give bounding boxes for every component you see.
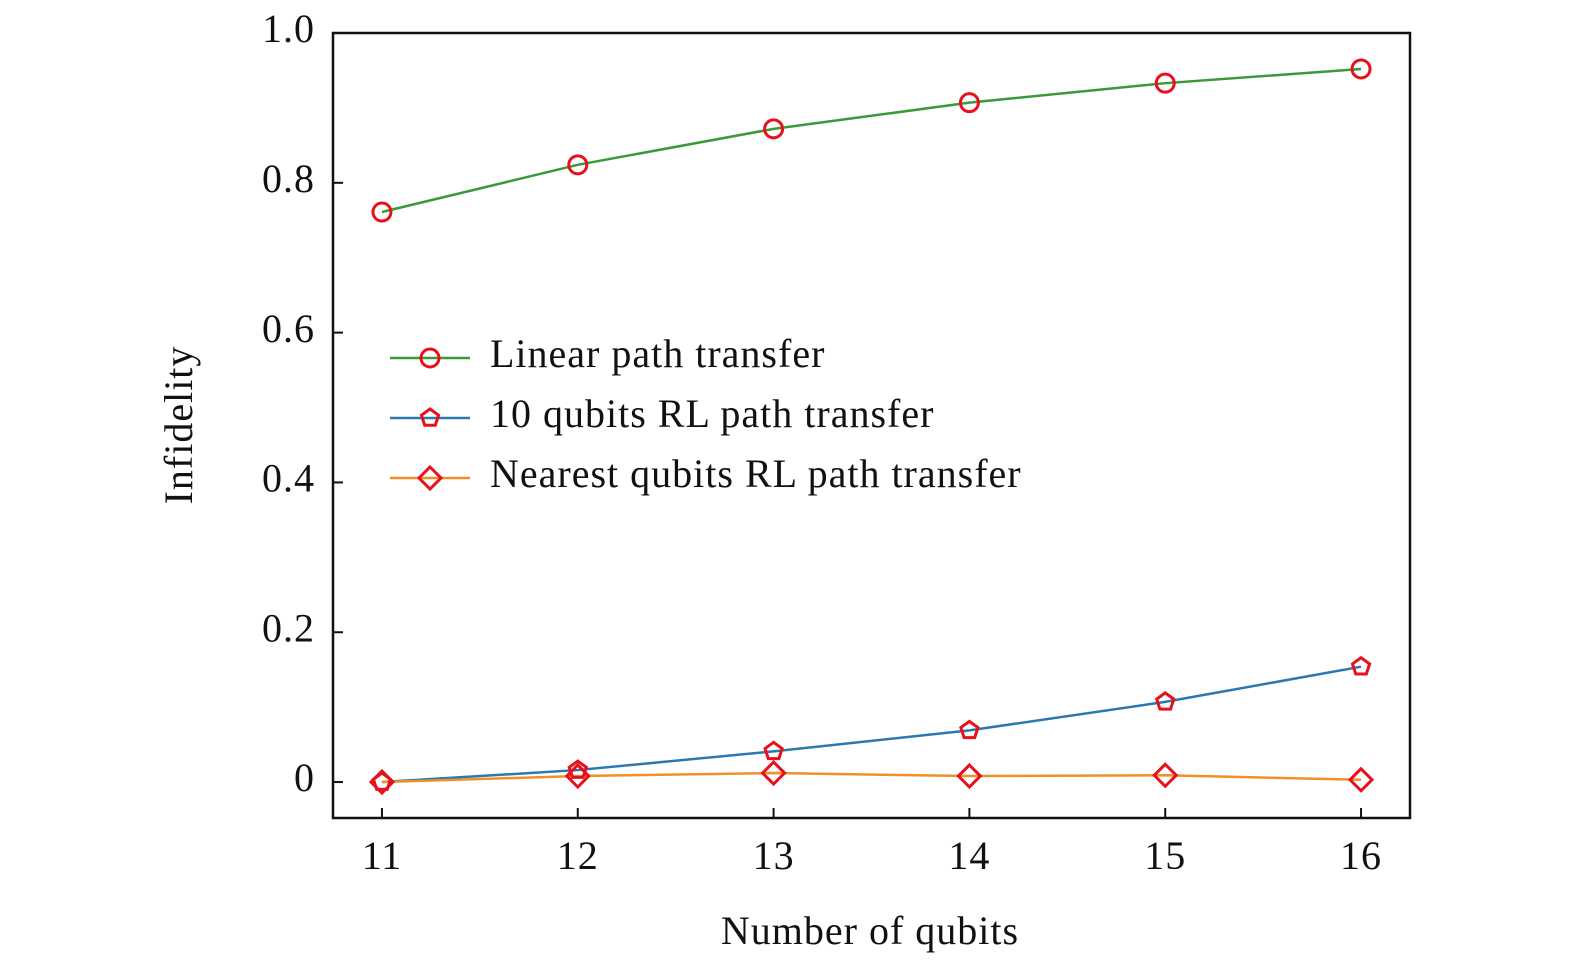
series-line (381, 665, 1362, 784)
marker (763, 118, 785, 140)
legend-marker (419, 347, 441, 369)
marker (1152, 762, 1179, 789)
marker (567, 759, 589, 779)
y-tick-label: 0.4 (262, 456, 315, 501)
x-tick-label: 13 (753, 833, 795, 878)
marker (1154, 691, 1176, 711)
plot-frame (331, 31, 1412, 820)
x-tick-label: 12 (557, 833, 599, 878)
marker (959, 719, 980, 740)
x-tick-label: 15 (1144, 833, 1186, 878)
marker (1350, 58, 1372, 80)
marker (564, 762, 591, 790)
marker (368, 768, 396, 796)
marker (1350, 655, 1372, 676)
marker (371, 201, 393, 223)
legend-label: Linear path transfer (490, 331, 825, 376)
x-tick-label: 16 (1340, 833, 1382, 878)
marker (1347, 766, 1375, 793)
marker (958, 92, 980, 114)
x-tick-label: 14 (948, 833, 990, 878)
marker (1154, 72, 1176, 94)
marker (956, 762, 983, 790)
marker (567, 154, 589, 176)
series-line (381, 771, 1362, 784)
series-line (381, 67, 1362, 214)
y-tick-label: 0.8 (262, 156, 315, 201)
legend-marker (419, 407, 441, 427)
marker (760, 759, 787, 787)
y-tick-label: 1.0 (262, 6, 315, 51)
legend-marker (416, 464, 444, 492)
legend-label: 10 qubits RL path transfer (490, 391, 934, 436)
marker (763, 740, 784, 761)
x-tick-label: 11 (362, 833, 403, 878)
x-axis-label: Number of qubits (721, 908, 1019, 953)
legend-label: Nearest qubits RL path transfer (490, 451, 1022, 496)
y-tick-label: 0 (294, 755, 315, 800)
y-tick-label: 0.6 (262, 306, 315, 351)
y-axis-label: Infidelity (156, 346, 201, 505)
y-tick-label: 0.2 (262, 605, 315, 650)
